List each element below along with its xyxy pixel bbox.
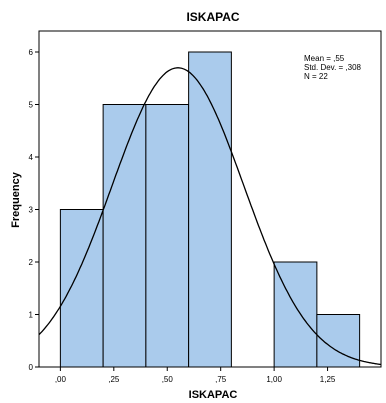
histogram-bar bbox=[59, 209, 104, 368]
x-axis-ticks: ,00 ,25 ,50 ,75 1,00 1,25 bbox=[55, 367, 336, 384]
histogram-bar bbox=[102, 104, 147, 368]
chart-title: ISKAPAC bbox=[186, 10, 239, 24]
histogram-bar bbox=[145, 104, 190, 368]
x-axis-label: ISKAPAC bbox=[189, 389, 238, 401]
x-tick-label: 1,00 bbox=[266, 375, 282, 384]
stats-std-dev: Std. Dev. = ,308 bbox=[304, 63, 362, 72]
x-tick-label: ,50 bbox=[162, 375, 174, 384]
stats-mean: Mean = ,55 bbox=[304, 54, 345, 63]
stats-n: N = 22 bbox=[304, 72, 328, 81]
y-tick-label: 4 bbox=[29, 153, 34, 162]
y-tick-label: 2 bbox=[29, 258, 34, 267]
plot-frame bbox=[38, 30, 382, 368]
x-tick-label: ,75 bbox=[215, 375, 227, 384]
y-tick-label: 5 bbox=[29, 101, 34, 110]
y-axis-label: Frequency bbox=[10, 171, 22, 228]
normal-curve bbox=[38, 67, 382, 366]
x-tick-label: ,25 bbox=[108, 375, 120, 384]
normal-curve-group bbox=[38, 67, 382, 366]
histogram-bar bbox=[188, 51, 232, 368]
y-axis-ticks: 0 1 2 3 4 5 6 bbox=[29, 48, 39, 372]
y-tick-label: 1 bbox=[29, 311, 34, 320]
y-tick-label: 3 bbox=[29, 206, 34, 215]
y-tick-label: 6 bbox=[29, 48, 34, 57]
x-tick-label: ,00 bbox=[55, 375, 67, 384]
y-tick-label: 0 bbox=[29, 363, 34, 372]
bars-group bbox=[59, 51, 361, 368]
x-tick-label: 1,25 bbox=[320, 375, 336, 384]
